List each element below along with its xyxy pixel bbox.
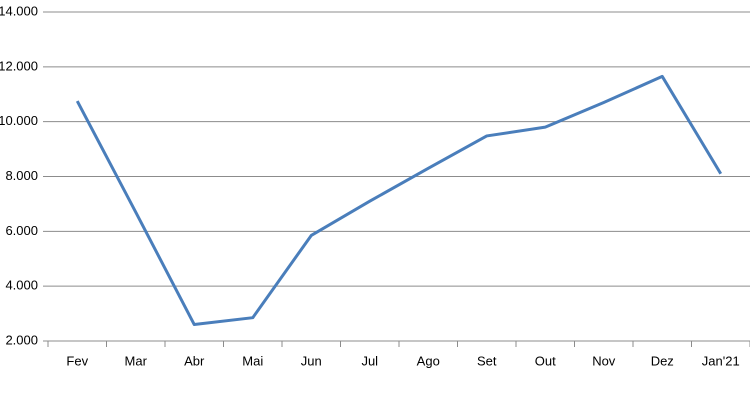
- x-tick-label: Mar: [125, 353, 148, 368]
- y-tick-label: 4.000: [5, 278, 38, 293]
- x-tick-label: Fev: [66, 353, 88, 368]
- y-tick-label: 6.000: [5, 223, 38, 238]
- x-tick-label: Abr: [184, 353, 205, 368]
- x-tick-label: Ago: [417, 353, 440, 368]
- x-tick-label: Out: [535, 353, 556, 368]
- y-tick-label: 8.000: [5, 168, 38, 183]
- x-tick-label: Dez: [651, 353, 674, 368]
- y-tick-label: 2.000: [5, 332, 38, 347]
- x-tick-label: Jan'21: [702, 353, 740, 368]
- x-tick-label: Jun: [301, 353, 322, 368]
- y-tick-label: 12.000: [0, 58, 38, 73]
- y-tick-label: 14.000: [0, 3, 38, 18]
- x-tick-label: Nov: [592, 353, 616, 368]
- y-tick-label: 10.000: [0, 113, 38, 128]
- x-tick-label: Jul: [361, 353, 378, 368]
- data-line: [75, 74, 723, 327]
- x-tick-label: Mai: [242, 353, 263, 368]
- x-tick-label: Set: [477, 353, 497, 368]
